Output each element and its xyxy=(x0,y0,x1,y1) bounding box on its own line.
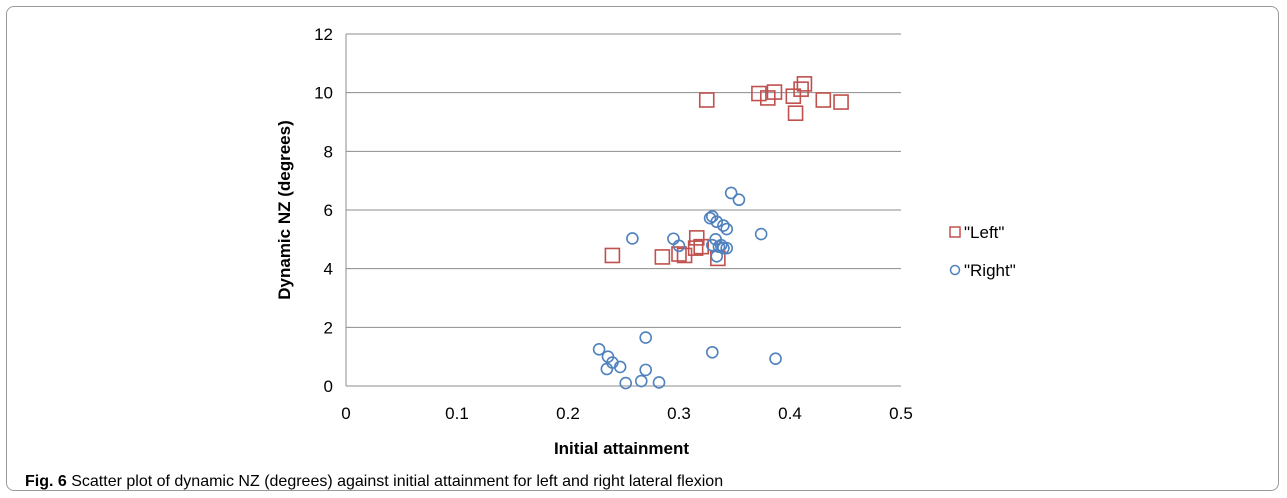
y-tick-label: 10 xyxy=(314,84,333,103)
right-data-point xyxy=(639,363,653,377)
y-tick-label: 8 xyxy=(324,142,333,161)
left-data-point xyxy=(787,105,804,121)
y-axis-title: Dynamic NZ (degrees) xyxy=(275,120,294,300)
right-data-point xyxy=(720,222,734,236)
legend-label: "Left" xyxy=(964,223,1004,242)
y-tick-label: 0 xyxy=(324,377,333,396)
left-data-point xyxy=(688,230,705,246)
right-data-point xyxy=(732,193,746,207)
y-tick-label: 12 xyxy=(314,25,333,44)
right-data-point xyxy=(705,345,719,359)
right-data-point xyxy=(717,241,730,255)
right-data-point xyxy=(754,227,768,241)
scatter-chart: 0 2 4 6 8 10 12 0 0.1 0.2 0.3 0.4 0.5 Initial attai… xyxy=(275,25,1016,458)
x-tick-labels: 0 0.1 0.2 0.3 0.4 0.5 xyxy=(341,404,913,423)
right-data-point xyxy=(652,376,666,389)
legend: "Left" "Right" xyxy=(949,223,1016,280)
right-data-point xyxy=(717,219,730,232)
left-data-point xyxy=(796,76,813,92)
left-data-point xyxy=(654,249,671,265)
x-tick-label: 0.3 xyxy=(667,404,691,423)
y-tick-label: 4 xyxy=(324,260,333,279)
x-tick-label: 0 xyxy=(341,404,350,423)
left-data-point xyxy=(698,92,715,108)
figure-caption: Fig. 6 Scatter plot of dynamic NZ (degre… xyxy=(25,473,723,491)
left-data-point xyxy=(693,238,710,255)
legend-label: "Right" xyxy=(964,261,1016,280)
y-tick-label: 6 xyxy=(324,201,333,220)
left-data-point xyxy=(833,94,849,110)
right-data-point xyxy=(613,360,627,374)
left-data-point xyxy=(815,92,832,108)
left-data-point xyxy=(604,247,621,264)
x-tick-label: 0.4 xyxy=(778,404,802,423)
right-data-point xyxy=(592,343,606,356)
legend-left-marker xyxy=(949,226,961,238)
right-data-point xyxy=(667,232,680,246)
x-tick-label: 0.5 xyxy=(889,404,913,423)
figure-label: Fig. 6 xyxy=(25,473,67,490)
data-points xyxy=(592,76,849,390)
right-data-point xyxy=(710,215,724,229)
x-tick-label: 0.2 xyxy=(556,404,580,423)
left-data-point xyxy=(687,240,704,256)
grid-lines xyxy=(345,33,901,387)
right-data-point xyxy=(672,239,686,253)
left-data-point xyxy=(751,85,767,102)
left-data-point xyxy=(671,246,687,262)
right-data-point xyxy=(639,331,653,344)
figure-frame: 0 2 4 6 8 10 12 0 0.1 0.2 0.3 0.4 0.5 Initial attai… xyxy=(6,6,1279,491)
right-data-point xyxy=(720,241,734,255)
right-data-point xyxy=(724,186,738,200)
right-data-point xyxy=(619,376,633,390)
x-tick-label: 0.1 xyxy=(445,404,469,423)
legend-right-marker xyxy=(949,264,961,276)
left-data-point xyxy=(793,81,809,97)
y-tick-labels: 0 2 4 6 8 10 12 xyxy=(314,25,333,396)
figure-caption-text: Scatter plot of dynamic NZ (degrees) aga… xyxy=(66,473,724,490)
right-data-point xyxy=(626,232,639,245)
right-data-point xyxy=(634,374,648,388)
x-axis-title: Initial attainment xyxy=(554,439,689,458)
left-data-point xyxy=(766,84,783,100)
right-data-point xyxy=(769,352,782,366)
y-tick-label: 2 xyxy=(324,318,333,337)
right-data-point xyxy=(703,211,717,225)
